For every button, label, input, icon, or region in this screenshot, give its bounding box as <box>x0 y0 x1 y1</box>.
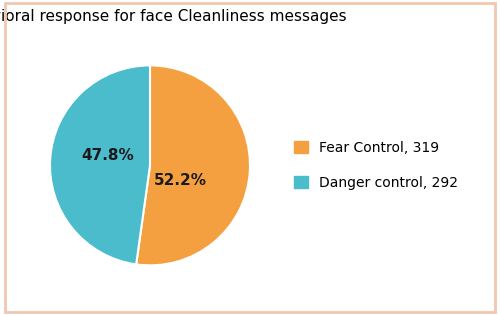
Legend: Fear Control, 319, Danger control, 292: Fear Control, 319, Danger control, 292 <box>294 141 458 190</box>
Wedge shape <box>50 66 150 264</box>
Text: 47.8%: 47.8% <box>82 148 134 163</box>
Text: 52.2%: 52.2% <box>154 173 206 188</box>
Title: Behavioral response for face Cleanliness messages: Behavioral response for face Cleanliness… <box>0 9 347 24</box>
Wedge shape <box>136 66 250 265</box>
